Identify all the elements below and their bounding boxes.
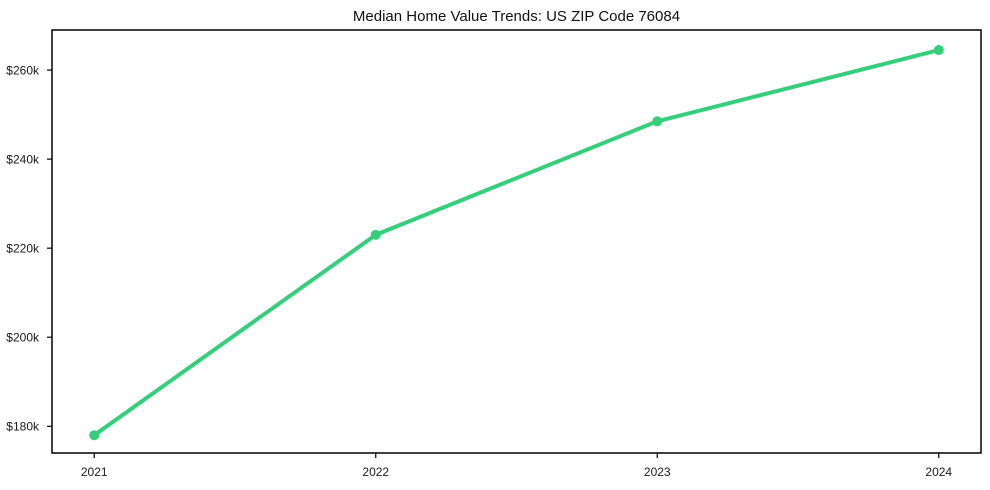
x-tick-label: 2024: [925, 465, 952, 479]
trend-line: [92, 48, 941, 438]
data-point-marker: [370, 229, 381, 240]
y-tick-label: $220k: [6, 241, 40, 255]
data-point-marker: [89, 430, 100, 441]
y-tick-label: $180k: [6, 419, 40, 433]
x-tick-label: 2022: [362, 465, 389, 479]
data-point-marker: [652, 116, 663, 127]
y-tick-label: $240k: [6, 152, 40, 166]
data-point-marker: [933, 45, 944, 56]
x-tick-label: 2023: [644, 465, 671, 479]
y-tick-label: $200k: [6, 330, 40, 344]
x-tick-label: 2021: [81, 465, 108, 479]
plot-border: [51, 29, 982, 454]
chart-title: Median Home Value Trends: US ZIP Code 76…: [353, 8, 680, 25]
plot-area: $180k $200k $220k $240k $260k 2021 2022 2023 202…: [6, 29, 982, 479]
y-tick-label: $260k: [6, 63, 40, 77]
